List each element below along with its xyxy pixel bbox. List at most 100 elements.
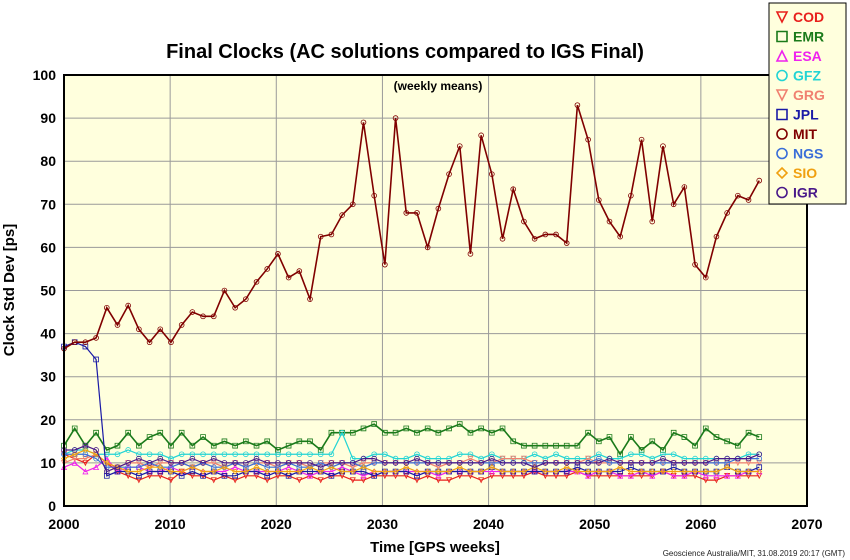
data-point-mit <box>510 186 517 193</box>
data-point-esa <box>71 459 78 466</box>
data-point-mit <box>456 143 463 149</box>
series-line-sio <box>63 449 760 473</box>
data-point-igr <box>296 460 303 466</box>
data-point-mit <box>114 322 121 328</box>
data-point-ngs <box>531 460 538 466</box>
data-point-emr <box>403 425 410 432</box>
data-point-mit <box>713 233 720 240</box>
data-point-mit <box>168 339 174 346</box>
data-point-jpl <box>542 468 549 475</box>
data-point-mit <box>103 304 110 311</box>
data-point-cod <box>210 477 217 484</box>
data-point-sio <box>167 468 174 475</box>
data-point-igr <box>382 460 388 466</box>
data-point-cod <box>135 477 142 484</box>
data-point-cod <box>446 477 453 484</box>
data-point-sio <box>724 464 731 471</box>
data-point-mit <box>649 218 656 225</box>
data-point-gfz <box>456 451 463 458</box>
legend-label-cod: COD <box>793 9 824 25</box>
data-point-gfz <box>157 451 164 458</box>
data-point-sio <box>638 468 645 475</box>
data-point-mit <box>307 296 313 302</box>
data-point-gfz <box>328 451 335 458</box>
data-point-sio <box>542 468 549 475</box>
data-point-igr <box>467 460 474 466</box>
data-point-sio <box>713 468 720 475</box>
data-point-mit <box>253 279 260 285</box>
data-point-esa <box>435 472 442 479</box>
legend-marker-gfz <box>776 69 788 82</box>
data-point-igr <box>178 460 185 466</box>
data-point-igr <box>328 460 335 466</box>
data-point-emr <box>114 442 121 449</box>
data-point-igr <box>692 460 698 466</box>
data-point-igr <box>200 460 206 466</box>
data-point-mit <box>467 251 474 257</box>
data-point-igr <box>553 460 559 466</box>
data-point-gfz <box>178 451 185 458</box>
data-point-mit <box>71 339 78 346</box>
data-point-gfz <box>264 451 271 458</box>
data-point-emr <box>467 429 474 436</box>
y-tick-label: 30 <box>40 369 56 385</box>
data-point-cod <box>157 473 164 480</box>
data-point-jpl <box>478 468 484 475</box>
data-point-cod <box>403 473 410 480</box>
data-point-gfz <box>114 451 121 458</box>
legend-label-esa: ESA <box>793 48 822 64</box>
data-point-jpl <box>692 468 698 475</box>
y-tick-label: 0 <box>48 498 56 514</box>
data-point-sio <box>456 464 463 471</box>
data-point-jpl <box>553 468 559 475</box>
data-point-mit <box>93 335 99 341</box>
data-point-esa <box>734 472 741 479</box>
data-point-emr <box>360 425 367 432</box>
data-point-emr <box>735 442 741 449</box>
data-point-igr <box>71 447 78 453</box>
plot-frame <box>63 74 808 507</box>
data-point-mit <box>146 339 153 346</box>
data-point-cod <box>146 473 153 480</box>
data-point-igr <box>670 460 677 466</box>
data-point-emr <box>585 429 591 436</box>
data-point-sio <box>585 468 592 475</box>
data-point-emr <box>200 434 206 440</box>
y-tick-label: 40 <box>40 326 56 342</box>
data-point-gfz <box>125 447 131 453</box>
y-axis-label: Clock Std Dev [ps] <box>1 224 18 357</box>
series-line-igr <box>64 445 760 473</box>
data-point-emr <box>574 442 581 449</box>
data-point-sio <box>253 464 260 471</box>
data-point-sio <box>467 468 474 475</box>
series-emr <box>61 421 763 458</box>
legend-label-mit: MIT <box>793 126 818 142</box>
data-point-igr <box>317 464 324 470</box>
legend-marker-sio <box>775 166 789 180</box>
data-point-jpl <box>382 468 388 475</box>
data-point-esa <box>713 472 720 479</box>
data-point-grg <box>734 460 741 467</box>
data-point-grg <box>360 460 367 467</box>
data-point-igr <box>264 460 271 466</box>
data-point-ngs <box>595 455 602 462</box>
data-point-sio <box>317 468 324 475</box>
data-point-jpl <box>745 468 752 475</box>
data-point-igr <box>168 460 174 466</box>
data-point-jpl <box>735 468 741 475</box>
data-point-grg <box>510 455 517 462</box>
data-point-sio <box>414 468 420 475</box>
data-point-esa <box>627 472 634 479</box>
data-point-gfz <box>146 451 153 458</box>
data-point-igr <box>307 460 313 466</box>
x-tick-label: 2040 <box>473 516 504 532</box>
data-point-igr <box>724 455 730 462</box>
data-point-igr <box>414 455 420 462</box>
data-point-ngs <box>660 460 666 466</box>
data-point-esa <box>221 468 228 475</box>
data-point-cod <box>360 477 367 484</box>
data-point-emr <box>702 425 709 432</box>
data-point-igr <box>435 460 442 466</box>
data-point-emr <box>349 429 356 436</box>
data-point-ngs <box>489 460 495 466</box>
